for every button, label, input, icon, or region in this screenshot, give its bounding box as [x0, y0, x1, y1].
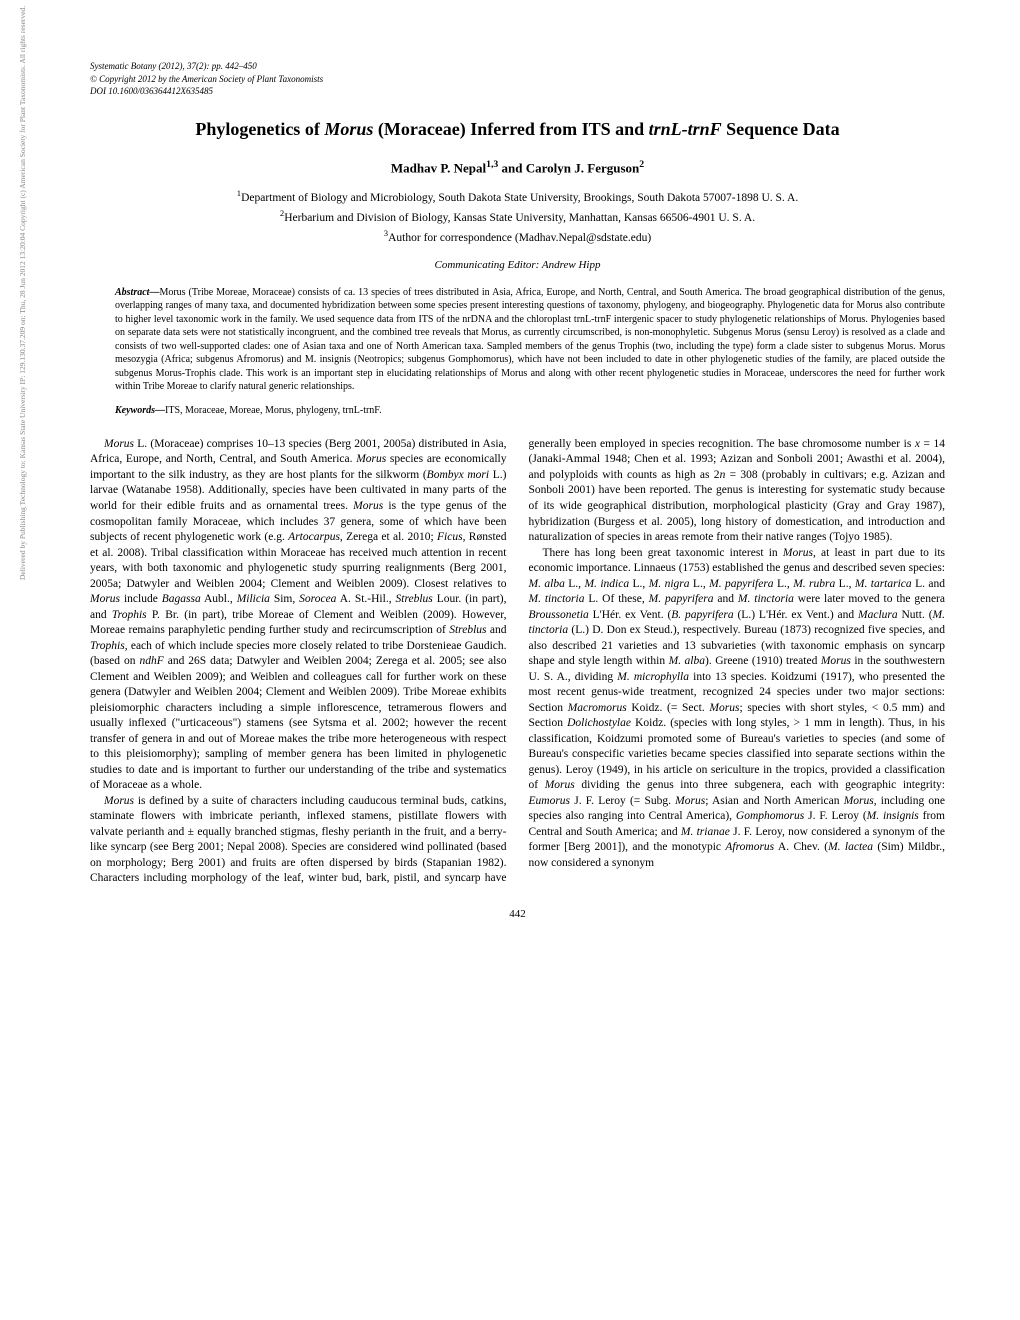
editor: Communicating Editor: Andrew Hipp	[90, 258, 945, 272]
paper-title: Phylogenetics of Morus (Moraceae) Inferr…	[90, 118, 945, 141]
journal-name: Systematic Botany	[90, 61, 156, 71]
affil-2: 2Herbarium and Division of Biology, Kans…	[280, 212, 755, 224]
year-volume: (2012), 37(2): pp. 442–450	[158, 61, 256, 71]
affil-1: 1Department of Biology and Microbiology,…	[237, 192, 798, 204]
body-p1: Morus L. (Moraceae) comprises 10–13 spec…	[90, 437, 507, 794]
body-p3: There has long been great taxonomic inte…	[529, 546, 946, 872]
abstract: Abstract—Morus (Tribe Moreae, Moraceae) …	[90, 286, 945, 394]
journal-metadata: Systematic Botany (2012), 37(2): pp. 442…	[90, 60, 945, 98]
title-mid: (Moraceae) Inferred from ITS and	[373, 119, 648, 139]
page-number: 442	[90, 907, 945, 921]
abstract-label: Abstract—	[115, 287, 159, 298]
title-it2: trnL-trnF	[649, 119, 722, 139]
copyright: © Copyright 2012 by the American Society…	[90, 74, 323, 84]
title-pre: Phylogenetics of	[195, 119, 324, 139]
doi: DOI 10.1600/036364412X635485	[90, 86, 213, 96]
keywords-label: Keywords—	[115, 405, 165, 416]
affil-3: 3Author for correspondence (Madhav.Nepal…	[384, 232, 651, 244]
authors: Madhav P. Nepal1,3 and Carolyn J. Fergus…	[90, 159, 945, 177]
delivery-notice: Delivered by Publishing Technology to: K…	[18, 6, 28, 580]
body-text: Morus L. (Moraceae) comprises 10–13 spec…	[90, 437, 945, 887]
title-it1: Morus	[324, 119, 373, 139]
title-post: Sequence Data	[722, 119, 840, 139]
keywords: Keywords—ITS, Moraceae, Moreae, Morus, p…	[90, 404, 945, 417]
affiliations: 1Department of Biology and Microbiology,…	[90, 187, 945, 247]
